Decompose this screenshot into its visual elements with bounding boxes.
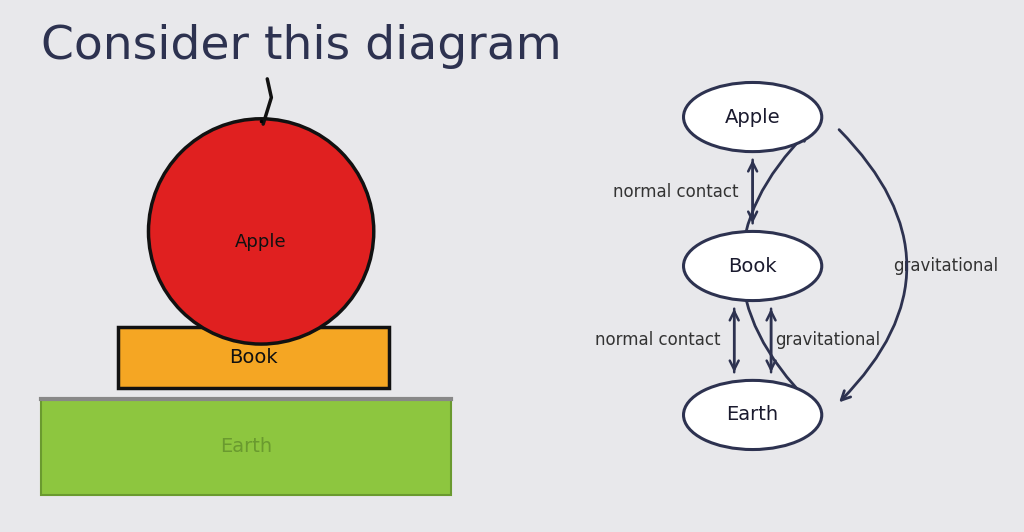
Ellipse shape xyxy=(684,231,821,301)
Ellipse shape xyxy=(148,119,374,344)
Text: Earth: Earth xyxy=(220,437,271,456)
Text: Earth: Earth xyxy=(727,405,778,425)
Text: Consider this diagram: Consider this diagram xyxy=(41,24,562,69)
Bar xyxy=(118,327,389,388)
Text: Apple: Apple xyxy=(236,233,287,251)
Text: Book: Book xyxy=(728,256,777,276)
Bar xyxy=(41,399,451,495)
Text: normal contact: normal contact xyxy=(595,331,720,350)
Text: normal contact: normal contact xyxy=(613,182,738,201)
Text: Book: Book xyxy=(229,348,278,367)
Ellipse shape xyxy=(684,380,821,450)
Ellipse shape xyxy=(684,82,821,152)
Text: Apple: Apple xyxy=(725,107,780,127)
FancyArrowPatch shape xyxy=(839,130,907,400)
Text: gravitational: gravitational xyxy=(893,257,998,275)
Text: gravitational: gravitational xyxy=(775,331,880,350)
FancyArrowPatch shape xyxy=(741,132,810,402)
